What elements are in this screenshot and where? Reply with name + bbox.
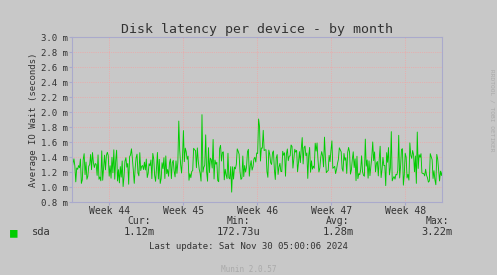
Y-axis label: Average IO Wait (seconds): Average IO Wait (seconds) [29, 53, 38, 187]
Text: 172.73u: 172.73u [217, 227, 260, 237]
Text: Munin 2.0.57: Munin 2.0.57 [221, 265, 276, 274]
Text: RRDTOOL / TOBI OETIKER: RRDTOOL / TOBI OETIKER [490, 69, 495, 151]
Text: 1.28m: 1.28m [323, 227, 353, 237]
Text: sda: sda [32, 227, 51, 237]
Title: Disk latency per device - by month: Disk latency per device - by month [121, 23, 393, 36]
Text: Max:: Max: [425, 216, 449, 226]
Text: 3.22m: 3.22m [422, 227, 453, 237]
Text: ■: ■ [10, 226, 17, 239]
Text: Min:: Min: [227, 216, 250, 226]
Text: Cur:: Cur: [127, 216, 151, 226]
Text: Avg:: Avg: [326, 216, 350, 226]
Text: 1.12m: 1.12m [124, 227, 155, 237]
Text: Last update: Sat Nov 30 05:00:06 2024: Last update: Sat Nov 30 05:00:06 2024 [149, 242, 348, 251]
